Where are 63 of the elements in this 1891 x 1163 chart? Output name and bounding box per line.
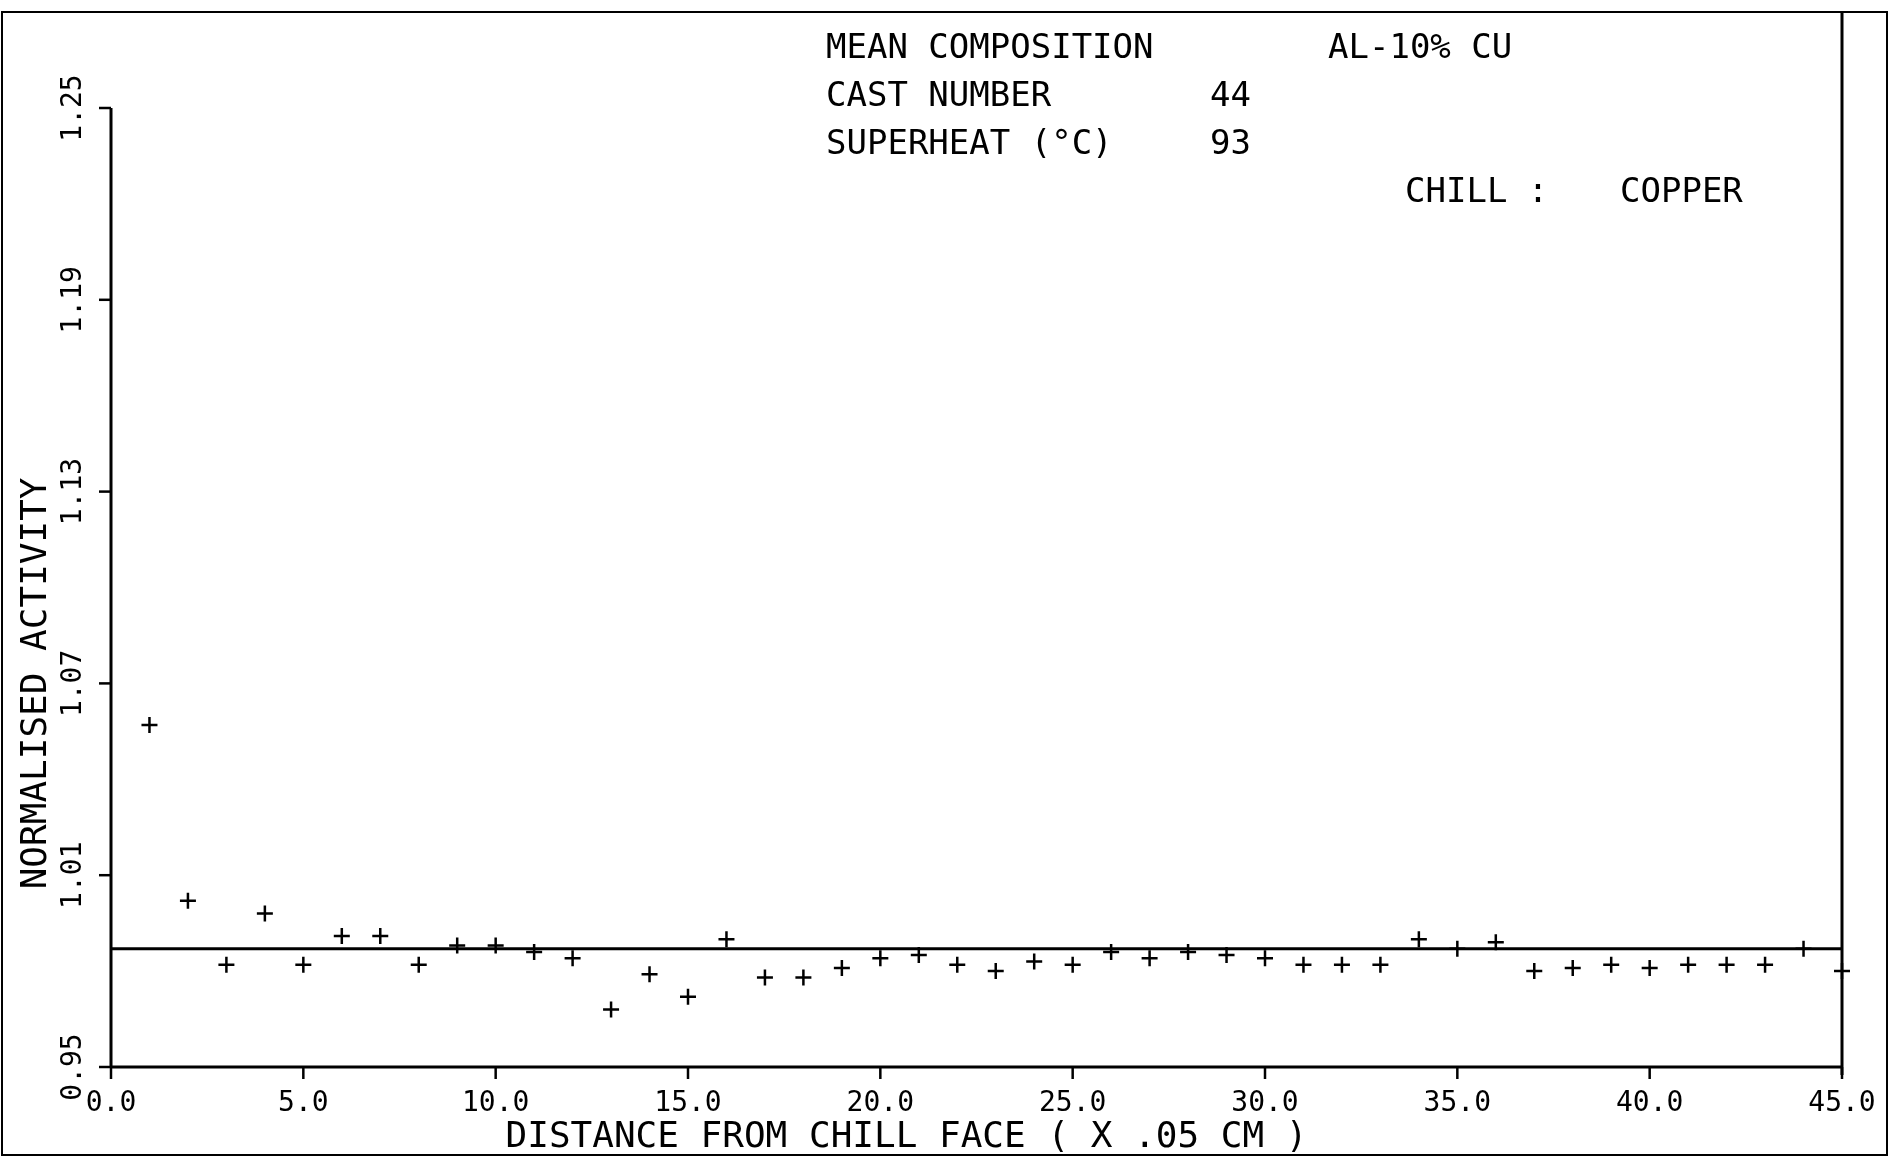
y-tick-label: 1.19: [55, 266, 88, 334]
point: [1409, 929, 1429, 949]
point: [447, 936, 467, 955]
point: [601, 1000, 621, 1019]
point: [486, 936, 505, 955]
point: [1601, 955, 1621, 974]
x-tick-label: 40.0: [1615, 1085, 1684, 1118]
point: [563, 949, 582, 968]
y-tick-label: 1.25: [55, 74, 88, 142]
point: [409, 955, 428, 974]
point: [1332, 955, 1352, 974]
point: [794, 968, 813, 987]
annotation: CAST NUMBER: [826, 74, 1052, 114]
point: [217, 955, 236, 974]
point: [178, 891, 198, 911]
point: [717, 929, 736, 949]
point: [1486, 933, 1506, 952]
point: [1525, 961, 1544, 981]
point: [1101, 942, 1121, 962]
point: [1832, 961, 1852, 981]
annotation: 93: [1210, 122, 1251, 162]
point: [986, 961, 1005, 981]
point: [294, 955, 313, 974]
point: [1255, 949, 1275, 968]
point: [871, 949, 890, 968]
point: [1140, 949, 1159, 968]
x-tick-label: 45.0: [1808, 1085, 1876, 1118]
y-tick-label: 0.95: [55, 1033, 88, 1101]
y-tick-label: 1.13: [55, 457, 88, 526]
point: [1371, 955, 1390, 974]
point: [255, 904, 275, 923]
text: MEAN COMPOSITION: [826, 26, 1154, 66]
point: [1640, 958, 1659, 978]
point: [1294, 955, 1313, 974]
point: [1217, 945, 1236, 965]
annotation: COPPER: [1620, 170, 1744, 210]
point: [140, 715, 159, 735]
point: [524, 942, 544, 962]
point: [1024, 952, 1044, 971]
point: [755, 968, 775, 987]
x-tick-label: 35.0: [1423, 1085, 1492, 1118]
point: [1563, 958, 1582, 978]
point: [1178, 942, 1198, 962]
annotation: CHILL :: [1405, 170, 1549, 210]
point: [832, 958, 852, 978]
point: [948, 955, 967, 974]
point: [1717, 955, 1736, 974]
annotation: SUPERHEAT (°C): [826, 122, 1113, 162]
point: [640, 965, 659, 984]
point: [678, 987, 698, 1006]
y-tick-label: 1.07: [55, 649, 88, 718]
point: [371, 926, 390, 946]
x-tick-label: 5.0: [278, 1085, 329, 1118]
x-tick-label: 0.0: [85, 1085, 137, 1118]
point: [1678, 955, 1698, 974]
y-tick-label: 1.01: [55, 841, 88, 909]
point: [909, 945, 929, 965]
point: [1755, 955, 1775, 974]
point: [1063, 955, 1082, 974]
annotation: 44: [1210, 74, 1251, 114]
y-axis-title: NORMALISED ACTIVITY: [13, 477, 54, 890]
point: [332, 926, 352, 946]
text: AL-10% CU: [1328, 26, 1513, 66]
